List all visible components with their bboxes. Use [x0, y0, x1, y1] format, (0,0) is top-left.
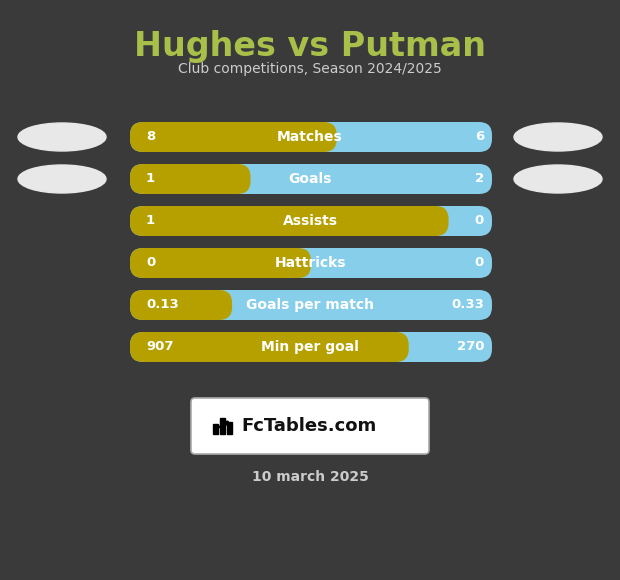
Text: 0: 0: [475, 215, 484, 227]
FancyBboxPatch shape: [130, 164, 492, 194]
Text: Min per goal: Min per goal: [261, 340, 359, 354]
Text: 907: 907: [146, 340, 174, 353]
Text: 0.33: 0.33: [451, 299, 484, 311]
Ellipse shape: [18, 165, 106, 193]
Text: Assists: Assists: [283, 214, 337, 228]
FancyBboxPatch shape: [130, 164, 250, 194]
Text: Club competitions, Season 2024/2025: Club competitions, Season 2024/2025: [178, 62, 442, 76]
Ellipse shape: [18, 123, 106, 151]
Text: 1: 1: [146, 215, 155, 227]
Text: Goals: Goals: [288, 172, 332, 186]
Ellipse shape: [514, 165, 602, 193]
Text: Goals per match: Goals per match: [246, 298, 374, 312]
Text: Hattricks: Hattricks: [274, 256, 346, 270]
Text: 0.13: 0.13: [146, 299, 179, 311]
FancyBboxPatch shape: [130, 248, 311, 278]
Text: 0: 0: [146, 256, 155, 270]
Text: 1: 1: [146, 172, 155, 186]
FancyBboxPatch shape: [130, 206, 492, 236]
Text: 8: 8: [146, 130, 155, 143]
Text: 10 march 2025: 10 march 2025: [252, 470, 368, 484]
Text: 6: 6: [475, 130, 484, 143]
FancyBboxPatch shape: [130, 248, 492, 278]
FancyBboxPatch shape: [130, 290, 492, 320]
FancyBboxPatch shape: [130, 206, 448, 236]
FancyBboxPatch shape: [130, 122, 492, 152]
Bar: [220, 418, 225, 434]
Bar: [227, 422, 232, 434]
Text: FcTables.com: FcTables.com: [241, 417, 376, 435]
Text: 2: 2: [475, 172, 484, 186]
Text: 0: 0: [475, 256, 484, 270]
FancyBboxPatch shape: [130, 332, 492, 362]
FancyBboxPatch shape: [130, 122, 337, 152]
FancyBboxPatch shape: [130, 290, 232, 320]
Bar: [213, 424, 218, 434]
FancyBboxPatch shape: [130, 332, 409, 362]
Text: Matches: Matches: [277, 130, 343, 144]
Ellipse shape: [514, 123, 602, 151]
Text: 270: 270: [456, 340, 484, 353]
FancyBboxPatch shape: [191, 398, 429, 454]
Text: Hughes vs Putman: Hughes vs Putman: [134, 30, 486, 63]
